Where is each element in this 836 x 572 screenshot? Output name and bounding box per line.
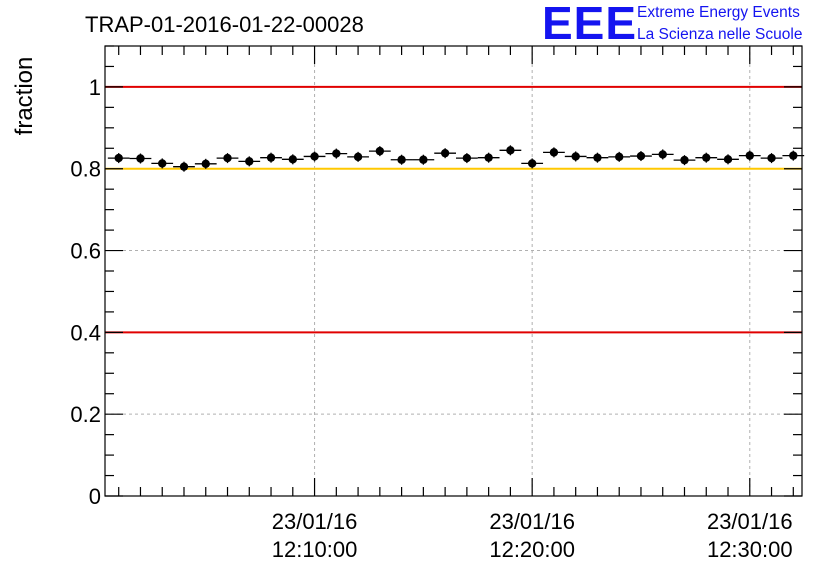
y-tick-label: 1 <box>89 75 101 100</box>
axis-ticks <box>105 45 802 497</box>
data-point <box>288 155 297 164</box>
data-point <box>615 152 624 162</box>
data-point <box>158 159 167 168</box>
data-point <box>484 153 493 162</box>
data-point <box>767 153 776 163</box>
data-point <box>266 153 276 162</box>
data-point <box>636 151 646 161</box>
data-point <box>745 151 754 160</box>
data-point <box>201 159 210 169</box>
data-point <box>723 155 733 164</box>
x-tick-label-date: 23/01/16 <box>272 509 358 534</box>
data-point <box>114 153 123 163</box>
data-point <box>789 151 798 160</box>
data-point <box>179 162 189 171</box>
y-tick-labels: 0 0.2 0.4 0.6 0.8 1 <box>70 75 101 509</box>
x-tick-label-time: 12:20:00 <box>489 537 575 562</box>
data-point <box>702 153 711 162</box>
data-series <box>107 145 805 172</box>
data-point <box>571 152 580 161</box>
data-point <box>680 155 689 165</box>
y-tick-label: 0.6 <box>70 239 101 264</box>
x-tick-labels: 23/01/16 12:10:00 23/01/16 12:20:00 23/01/16… <box>272 509 793 562</box>
logo-letters: EEE <box>542 0 637 49</box>
x-tick-label-time: 12:10:00 <box>272 537 358 562</box>
grid <box>105 46 802 496</box>
logo-line-2: La Scienza nelle Scuole <box>637 26 802 43</box>
plot-frame <box>104 45 803 497</box>
data-point <box>440 148 450 158</box>
x-tick-label-time: 12:30:00 <box>707 537 793 562</box>
data-point <box>658 150 667 159</box>
y-tick-label: 0.8 <box>70 157 101 182</box>
data-point <box>397 155 406 164</box>
data-point <box>419 155 428 164</box>
data-point <box>353 152 363 162</box>
data-point <box>332 149 341 158</box>
reference-lines <box>105 85 802 334</box>
data-point <box>506 146 515 155</box>
logo-line-1: Extreme Energy Events <box>637 4 800 21</box>
data-point <box>136 154 145 163</box>
chart-title: TRAP-01-2016-01-22-00028 <box>85 12 364 37</box>
data-point <box>223 153 232 163</box>
y-tick-label: 0.2 <box>70 402 101 427</box>
data-point <box>245 157 254 166</box>
x-tick-label-date: 23/01/16 <box>489 509 575 534</box>
y-tick-label: 0 <box>89 484 101 509</box>
data-point <box>375 146 385 156</box>
eee-logo: EEE Extreme Energy Events La Scienza nel… <box>542 0 802 49</box>
x-tick-label-date: 23/01/16 <box>707 509 793 534</box>
y-tick-label: 0.4 <box>70 320 101 345</box>
y-axis-label: fraction <box>11 57 38 136</box>
data-point <box>527 159 537 168</box>
data-point <box>462 153 472 163</box>
data-point <box>549 148 559 157</box>
data-point <box>310 152 319 161</box>
data-point <box>593 153 602 162</box>
